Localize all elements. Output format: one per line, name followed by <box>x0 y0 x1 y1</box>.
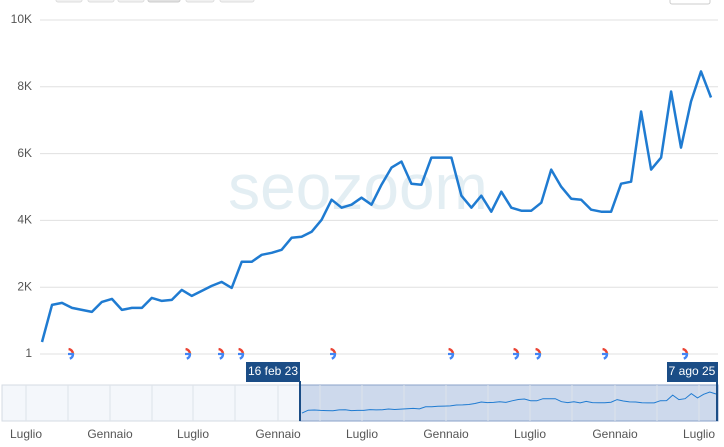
update-icon <box>675 347 689 361</box>
button[interactable] <box>185 0 215 3</box>
y-tick-label: 10K <box>11 12 32 26</box>
range-end: 7 ago 25 <box>669 364 716 378</box>
range-flag <box>246 362 300 382</box>
button[interactable] <box>55 0 83 3</box>
navigator-label: Gennaio <box>592 427 638 441</box>
navigator-label: Gennaio <box>423 427 469 441</box>
update-icon <box>231 347 245 361</box>
update-icon <box>441 347 455 361</box>
update-icon <box>61 347 75 361</box>
y-tick-label: 4K <box>17 213 32 227</box>
button[interactable] <box>87 0 115 3</box>
update-icon <box>528 347 542 361</box>
navigator-label: Luglio <box>346 427 378 441</box>
y-tick-label: 8K <box>17 79 32 93</box>
update-icon <box>178 347 192 361</box>
navigator-label: Luglio <box>10 427 42 441</box>
navigator-label: Gennaio <box>255 427 301 441</box>
update-icon <box>595 347 609 361</box>
navigator-label: Luglio <box>514 427 546 441</box>
navigator-label: Gennaio <box>87 427 133 441</box>
update-icon <box>506 347 520 361</box>
range-flag <box>667 362 718 382</box>
y-tick-label: 2K <box>17 279 32 293</box>
navigator-label: Luglio <box>683 427 715 441</box>
y-tick-label: 1 <box>25 346 32 360</box>
toolbar <box>55 0 711 5</box>
button[interactable] <box>117 0 145 3</box>
watermark: seozoom <box>228 151 488 223</box>
button[interactable] <box>147 0 181 3</box>
button[interactable] <box>219 0 255 3</box>
line <box>40 70 713 343</box>
navigator-line <box>301 391 717 414</box>
y-tick-label: 6K <box>17 146 32 160</box>
range-start: 16 feb 23 <box>248 364 298 378</box>
update-icon <box>211 347 225 361</box>
update-icon <box>323 347 337 361</box>
navigator-label: Luglio <box>177 427 209 441</box>
button[interactable] <box>669 0 711 5</box>
